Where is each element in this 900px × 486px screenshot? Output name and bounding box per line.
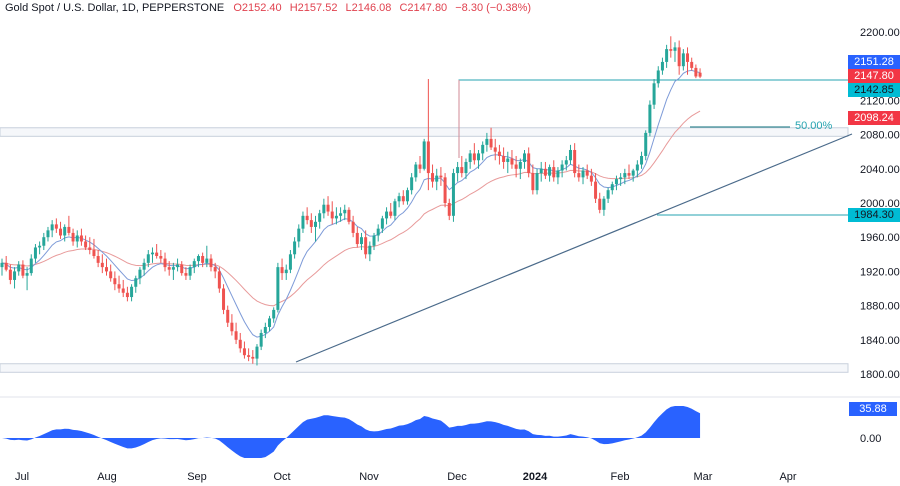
- svg-text:2200.00: 2200.00: [860, 27, 900, 39]
- low-value: L2146.08: [345, 2, 392, 14]
- svg-text:1960.00: 1960.00: [860, 232, 900, 244]
- resistance-price-tag: 2142.85: [848, 83, 900, 97]
- last-price-tag: 2147.80: [848, 69, 900, 83]
- horizontal-bands: [0, 127, 849, 373]
- high-value: H2157.52: [289, 2, 338, 14]
- svg-text:1880.00: 1880.00: [860, 301, 900, 313]
- svg-text:Dec: Dec: [447, 471, 467, 483]
- svg-text:2040.00: 2040.00: [860, 164, 900, 176]
- support-price-tag: 1984.30: [848, 208, 900, 222]
- svg-text:Nov: Nov: [359, 471, 379, 483]
- svg-text:Apr: Apr: [779, 471, 796, 483]
- oscillator-area: [2, 406, 701, 458]
- level-lines[interactable]: [458, 79, 848, 216]
- svg-text:Jul: Jul: [15, 471, 29, 483]
- svg-text:1920.00: 1920.00: [860, 266, 900, 278]
- svg-text:0.00: 0.00: [860, 433, 881, 445]
- svg-text:Feb: Feb: [611, 471, 630, 483]
- price-axis[interactable]: 2200.00 2120.00 2080.00 2040.00 2000.00 1960.…: [860, 27, 900, 445]
- svg-text:2000.00: 2000.00: [860, 198, 900, 210]
- svg-text:1800.00: 1800.00: [860, 369, 900, 381]
- svg-text:Mar: Mar: [694, 471, 713, 483]
- svg-text:2080.00: 2080.00: [860, 130, 900, 142]
- time-axis[interactable]: Jul Aug Sep Oct Nov Dec 2024 Feb Mar Apr: [15, 471, 797, 483]
- oscillator-value-tag: 35.88: [849, 402, 897, 416]
- ema-slow-price-tag: 2098.24: [848, 111, 900, 125]
- trendline[interactable]: [295, 133, 853, 363]
- symbol-title: Gold Spot / U.S. Dollar, 1D, PEPPERSTONE: [5, 2, 225, 14]
- open-value: O2152.40: [233, 2, 282, 14]
- symbol-legend: Gold Spot / U.S. Dollar, 1D, PEPPERSTONE…: [5, 2, 536, 14]
- close-value: C2147.80: [399, 2, 448, 14]
- svg-text:2024: 2024: [523, 471, 548, 483]
- fib-50-label: 50.00%: [795, 120, 833, 132]
- ema-fast-line: [1, 69, 701, 338]
- ema-fast-price-tag: 2151.28: [848, 55, 900, 69]
- svg-text:2120.00: 2120.00: [860, 95, 900, 107]
- change-value: −8.30 (−0.38%): [455, 2, 532, 14]
- ema-slow-line: [1, 110, 701, 307]
- svg-text:1840.00: 1840.00: [860, 335, 900, 347]
- svg-text:Aug: Aug: [97, 471, 117, 483]
- candlestick-series: [0, 36, 702, 366]
- svg-text:Sep: Sep: [187, 471, 207, 483]
- ohlc-values: O2152.40 H2157.52 L2146.08 C2147.80 −8.3…: [233, 2, 536, 14]
- svg-text:Oct: Oct: [273, 471, 290, 483]
